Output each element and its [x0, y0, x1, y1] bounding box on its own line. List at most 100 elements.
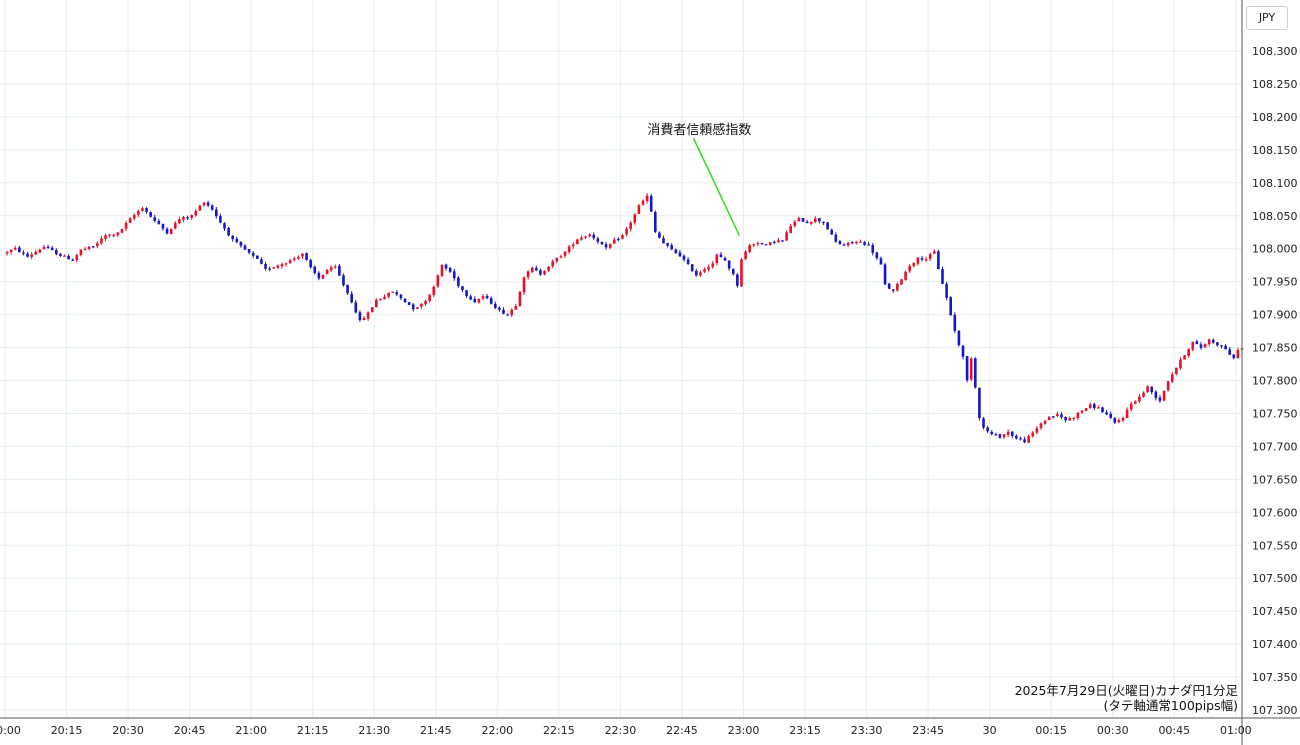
candle-body	[292, 258, 296, 260]
candle-body	[1105, 412, 1108, 415]
price-tick-label: 108.200	[1252, 111, 1298, 124]
candle-body	[1195, 341, 1199, 345]
time-tick-label: 00:45	[1158, 724, 1190, 737]
candle-body	[346, 284, 349, 294]
candle-body	[149, 212, 152, 217]
candle-body	[288, 260, 292, 264]
candle-body	[46, 246, 50, 249]
candle-body	[941, 268, 944, 284]
candle-body	[1129, 403, 1133, 410]
candle-body	[1039, 423, 1043, 428]
candle-body	[268, 268, 271, 270]
candle-body	[1220, 345, 1223, 347]
candle-body	[202, 202, 206, 206]
candle-body	[42, 246, 46, 250]
candle-body	[1232, 354, 1236, 359]
candle-body	[362, 317, 366, 321]
price-tick-label: 107.800	[1252, 375, 1298, 388]
candle-body	[1158, 397, 1162, 401]
candle-body	[912, 263, 916, 267]
candle-body	[584, 236, 587, 238]
candle-body	[961, 345, 965, 357]
candle-body	[863, 242, 866, 245]
candle-body	[1125, 409, 1129, 419]
candle-body	[896, 283, 899, 291]
candle-body	[1084, 408, 1088, 411]
candle-body	[112, 234, 116, 237]
candle-body	[63, 255, 66, 257]
candle-body	[383, 296, 386, 300]
candle-body	[194, 210, 198, 216]
candle-body	[731, 268, 735, 275]
candle-body	[284, 263, 288, 265]
candle-body	[305, 253, 308, 261]
candle-body	[653, 212, 657, 233]
candle-body	[1170, 374, 1174, 382]
candle-body	[67, 255, 70, 260]
candle-body	[366, 312, 370, 319]
candle-body	[604, 244, 608, 248]
time-tick-label: 20:45	[174, 724, 206, 737]
candle-body	[1056, 413, 1059, 417]
candle-body	[805, 221, 809, 224]
candle-body	[338, 265, 341, 276]
candle-body	[822, 221, 825, 223]
candle-body	[547, 266, 550, 271]
candle-body	[128, 218, 132, 223]
candle-body	[887, 283, 891, 289]
candle-body	[264, 264, 267, 269]
candle-body	[699, 272, 702, 276]
candle-body	[875, 252, 879, 259]
candle-body	[711, 263, 715, 267]
candle-body	[71, 259, 74, 261]
candle-body	[1072, 417, 1076, 420]
candle-body	[522, 277, 526, 293]
candle-body	[756, 242, 760, 245]
candle-body	[506, 314, 509, 316]
candle-body	[75, 255, 79, 261]
candle-body	[670, 245, 674, 250]
candle-body	[752, 244, 756, 246]
candle-body	[900, 279, 903, 285]
candle-body	[350, 293, 353, 303]
time-tick-label: 23:00	[728, 724, 760, 737]
candle-body	[608, 244, 612, 248]
candle-body	[937, 251, 940, 270]
candle-body	[124, 223, 128, 229]
candle-body	[1027, 435, 1030, 443]
candle-body	[161, 223, 165, 229]
candle-body	[313, 266, 317, 273]
candle-body	[206, 202, 210, 206]
candle-body	[1092, 404, 1096, 408]
candle-body	[1068, 418, 1071, 421]
candle-body	[662, 238, 665, 244]
candle-body	[469, 296, 472, 300]
time-tick-label: 23:15	[789, 724, 821, 737]
candle-body	[859, 241, 862, 243]
time-tick-label: 20:15	[51, 724, 83, 737]
candle-body	[153, 217, 157, 221]
candle-body	[165, 228, 169, 234]
candle-body	[1088, 404, 1092, 409]
price-tick-label: 108.000	[1252, 243, 1298, 256]
candle-body	[223, 223, 226, 229]
candle-body	[596, 238, 600, 242]
candle-body	[493, 303, 497, 308]
candle-body	[658, 232, 661, 238]
candle-body	[814, 218, 817, 222]
candle-body	[949, 297, 952, 316]
candle-body	[1010, 431, 1014, 436]
candle-body	[59, 253, 62, 256]
candle-body	[1117, 420, 1121, 423]
candle-body	[1138, 396, 1141, 402]
candle-body	[789, 226, 792, 233]
candle-body	[485, 295, 489, 299]
candle-body	[30, 254, 33, 257]
candle-body	[744, 251, 747, 260]
candle-body	[1051, 416, 1055, 418]
candle-body	[157, 220, 161, 224]
candle-body	[457, 277, 460, 286]
candle-body	[169, 228, 173, 235]
candle-body	[932, 251, 936, 254]
